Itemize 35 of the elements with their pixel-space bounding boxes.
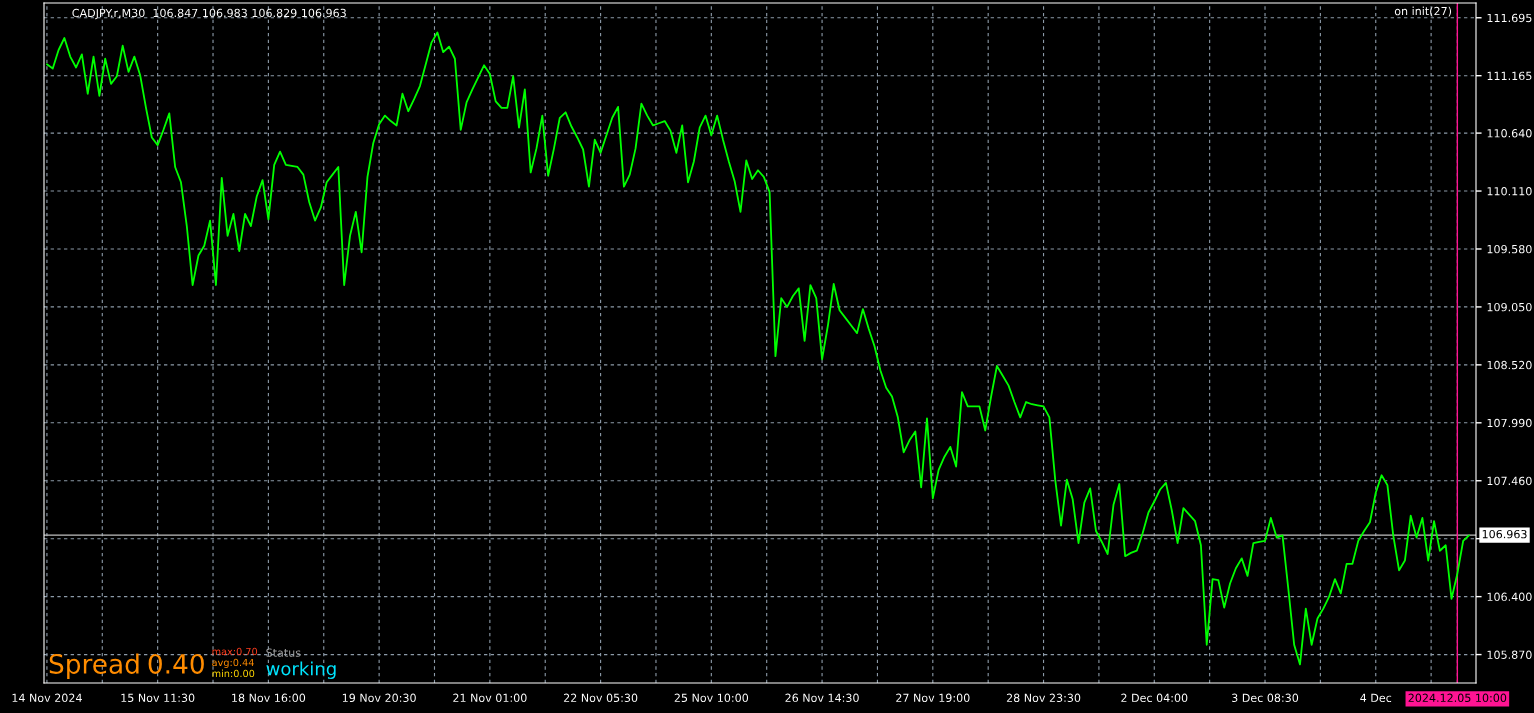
x-tick-label: 3 Dec 08:30 xyxy=(1232,693,1299,703)
y-tick-label: 109.580 xyxy=(1487,244,1532,254)
x-tick-label: 15 Nov 11:30 xyxy=(121,693,195,703)
x-tick-label: 27 Nov 19:00 xyxy=(896,693,970,703)
x-tick-label: 28 Nov 23:30 xyxy=(1006,693,1081,703)
x-tick-label: 2024.12.05 10:00 xyxy=(1408,693,1507,703)
y-tick-label: 111.165 xyxy=(1487,71,1532,81)
x-tick-label: 25 Nov 10:00 xyxy=(674,693,749,703)
ref-line-label: 106.963 xyxy=(1482,529,1527,539)
y-tick-label: 107.460 xyxy=(1487,476,1532,486)
annotation: 0.40 xyxy=(148,653,204,674)
annotation: on init(27) xyxy=(1394,6,1452,17)
y-tick-label: 105.870 xyxy=(1487,650,1532,659)
annotation: Status xyxy=(266,648,301,657)
y-tick-label: 110.110 xyxy=(1487,187,1532,196)
x-tick-label: 14 Nov 2024 xyxy=(12,693,82,703)
chart-title: CADJPY.r,M30 106.847 106.983 106.829 106.963 xyxy=(72,8,346,20)
x-tick-label: 19 Nov 20:30 xyxy=(342,693,416,703)
annotation: Spread xyxy=(49,653,139,679)
y-tick-label: 111.695 xyxy=(1487,13,1532,23)
x-tick-label: 18 Nov 16:00 xyxy=(232,693,306,703)
y-tick-label: 108.520 xyxy=(1487,360,1532,370)
y-tick-label: 107.990 xyxy=(1487,418,1532,428)
annotation: avg:0.44 xyxy=(212,658,254,668)
x-tick-label: 22 Nov 05:30 xyxy=(563,693,638,703)
annotation: working xyxy=(266,661,336,679)
annotation: max:0.70 xyxy=(212,647,258,656)
x-tick-label: 26 Nov 14:30 xyxy=(785,693,859,703)
x-tick-label: 21 Nov 01:00 xyxy=(453,693,527,703)
y-tick-label: 106.400 xyxy=(1487,592,1532,602)
x-tick-label: 4 Dec xyxy=(1360,693,1392,703)
annotation: min:0.00 xyxy=(212,669,255,678)
y-tick-label: 109.050 xyxy=(1487,302,1532,312)
x-tick-label: 2 Dec 04:00 xyxy=(1121,693,1188,703)
y-tick-label: 110.640 xyxy=(1487,129,1532,138)
